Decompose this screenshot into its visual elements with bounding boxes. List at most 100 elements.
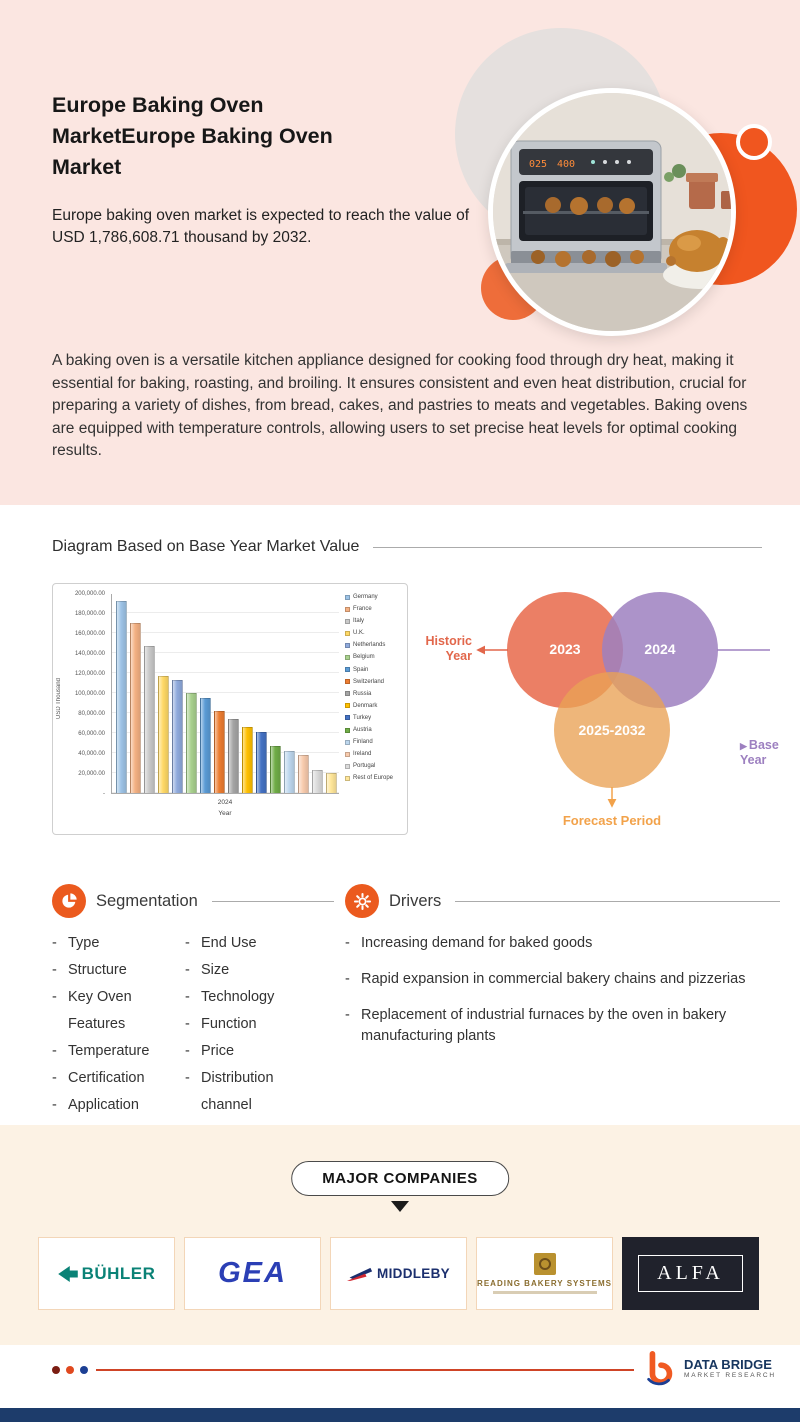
- drivers-header: Drivers: [345, 884, 780, 918]
- x-axis-title: Year: [218, 810, 232, 817]
- list-item: Technology: [185, 984, 315, 1011]
- alfa-logo-text: ALFA: [657, 1262, 724, 1284]
- legend-item: Rest of Europe: [345, 775, 405, 781]
- bar-denmark: [242, 727, 253, 793]
- bar-portugal: [312, 770, 323, 793]
- list-item: Increasing demand for baked goods: [345, 933, 793, 954]
- list-item: Distribution channel: [185, 1065, 315, 1119]
- hero-subtitle: Europe baking oven market is expected to…: [52, 207, 470, 247]
- legend-item: Denmark: [345, 703, 405, 709]
- logo-card-alfa: ALFA: [622, 1237, 759, 1310]
- y-tick: 60,000.00: [78, 730, 105, 737]
- data-bridge-b-icon: [647, 1351, 673, 1386]
- down-triangle-icon: [391, 1201, 409, 1212]
- footer-dots: [52, 1366, 88, 1374]
- bar-spain: [200, 698, 211, 793]
- logo-card-reading-bakery: READING BAKERY SYSTEMS: [476, 1237, 613, 1310]
- bar-rest-of-europe: [326, 773, 337, 793]
- brand-name: DATA BRIDGE: [684, 1356, 772, 1372]
- segmentation-header: Segmentation: [52, 884, 334, 918]
- list-item: Rapid expansion in commercial bakery cha…: [345, 969, 793, 990]
- segmentation-heading: Segmentation: [96, 891, 198, 910]
- hero-section: 025 400: [0, 0, 800, 505]
- heading-rule: [211, 900, 334, 902]
- footer-divider-line: [96, 1369, 634, 1371]
- logo-card-middleby: MIDDLEBY: [330, 1237, 467, 1310]
- y-tick: 80,000.00: [78, 710, 105, 717]
- legend-item: Turkey: [345, 715, 405, 721]
- y-axis-ticks: 200,000.00 180,000.00 160,000.00 140,000.00…: [59, 584, 107, 834]
- legend-item: Spain: [345, 667, 405, 673]
- year-venn-diagram: 2023 2024 2025-2032 Historic Year Base Y…: [420, 578, 800, 838]
- list-item: Application: [52, 1092, 182, 1119]
- legend-item: Russia: [345, 691, 405, 697]
- list-item: Price: [185, 1038, 315, 1065]
- heading-rule: [373, 546, 762, 548]
- legend-item: Ireland: [345, 751, 405, 757]
- bar-italy: [144, 646, 155, 793]
- bar-belgium: [186, 693, 197, 793]
- chart-legend: Germany France Italy U.K. Netherlands Belgium…: [345, 594, 405, 788]
- y-tick: 180,000.00: [74, 610, 105, 617]
- historic-year-value: 2023: [549, 641, 581, 657]
- list-item: Temperature: [52, 1038, 182, 1065]
- y-tick: 100,000.00: [74, 690, 105, 697]
- legend-item: Austria: [345, 727, 405, 733]
- decor-orange-dot: [736, 124, 772, 160]
- list-item: Structure: [52, 957, 182, 984]
- data-bridge-logo: DATA BRIDGE MARKET RESEARCH: [643, 1350, 776, 1386]
- reading-bakery-subtext-placeholder: [492, 1291, 597, 1294]
- bar-germany: [116, 601, 127, 793]
- legend-item: Finland: [345, 739, 405, 745]
- oven-photo-illustration: 025 400: [493, 93, 731, 331]
- major-companies-badge: MAJOR COMPANIES: [291, 1161, 509, 1196]
- page-title: Europe Baking Oven MarketEurope Baking O…: [52, 93, 333, 180]
- y-tick: 200,000.00: [74, 590, 105, 597]
- venn-circles: [476, 592, 770, 808]
- logo-card-buhler: BÜHLER: [38, 1237, 175, 1310]
- list-item: Key Oven Features: [52, 984, 182, 1038]
- chart-plot-area: [111, 594, 339, 794]
- y-tick: 140,000.00: [74, 650, 105, 657]
- drivers-list: Increasing demand for baked goods Rapid e…: [345, 933, 793, 1062]
- footer-dot-blue: [80, 1366, 88, 1374]
- heading-rule: [455, 900, 780, 902]
- bottom-navy-bar: [0, 1408, 800, 1422]
- legend-item: France: [345, 606, 405, 612]
- oven-photo: 025 400: [488, 88, 736, 336]
- buhler-logo-icon: [57, 1265, 78, 1282]
- gea-logo-text: GEA: [218, 1257, 287, 1289]
- company-logo-row: BÜHLER GEA MIDDLEBY READING BAKERY SYSTE…: [38, 1237, 759, 1310]
- y-tick: -: [103, 790, 105, 797]
- footer-dot-red: [66, 1366, 74, 1374]
- list-item: Type: [52, 930, 182, 957]
- legend-item: Germany: [345, 594, 405, 600]
- footer-dot-maroon: [52, 1366, 60, 1374]
- bar-austria: [270, 746, 281, 793]
- middleby-logo-text: MIDDLEBY: [377, 1266, 450, 1281]
- bar-switzerland: [214, 711, 225, 793]
- y-tick: 40,000.00: [78, 750, 105, 757]
- svg-text:025: 025: [529, 159, 547, 170]
- legend-item: Portugal: [345, 763, 405, 769]
- base-year-label: Base Year: [740, 738, 794, 768]
- y-tick: 20,000.00: [78, 770, 105, 777]
- bar-chart: USD Thousand 200,000.00 180,000.00 160,000…: [52, 583, 408, 835]
- base-year-value: 2024: [644, 641, 676, 657]
- major-companies-section: MAJOR COMPANIES BÜHLER GEA MIDDLEBY: [0, 1125, 800, 1345]
- bar-finland: [284, 751, 295, 793]
- y-tick: 120,000.00: [74, 670, 105, 677]
- bar-netherlands: [172, 680, 183, 793]
- x-axis-tick: 2024: [217, 799, 233, 806]
- forecast-period-value: 2025-2032: [578, 722, 646, 738]
- legend-item: U.K.: [345, 630, 405, 636]
- middleby-logo-icon: [347, 1267, 373, 1281]
- list-item: Size: [185, 957, 315, 984]
- diagram-heading-text: Diagram Based on Base Year Market Value: [52, 538, 360, 555]
- list-item: Certification: [52, 1065, 182, 1092]
- segmentation-col2: End UseSizeTechnologyFunctionPriceDistri…: [185, 930, 315, 1119]
- list-item: Function: [185, 1011, 315, 1038]
- bar-russia: [228, 719, 239, 793]
- drivers-heading: Drivers: [389, 891, 442, 910]
